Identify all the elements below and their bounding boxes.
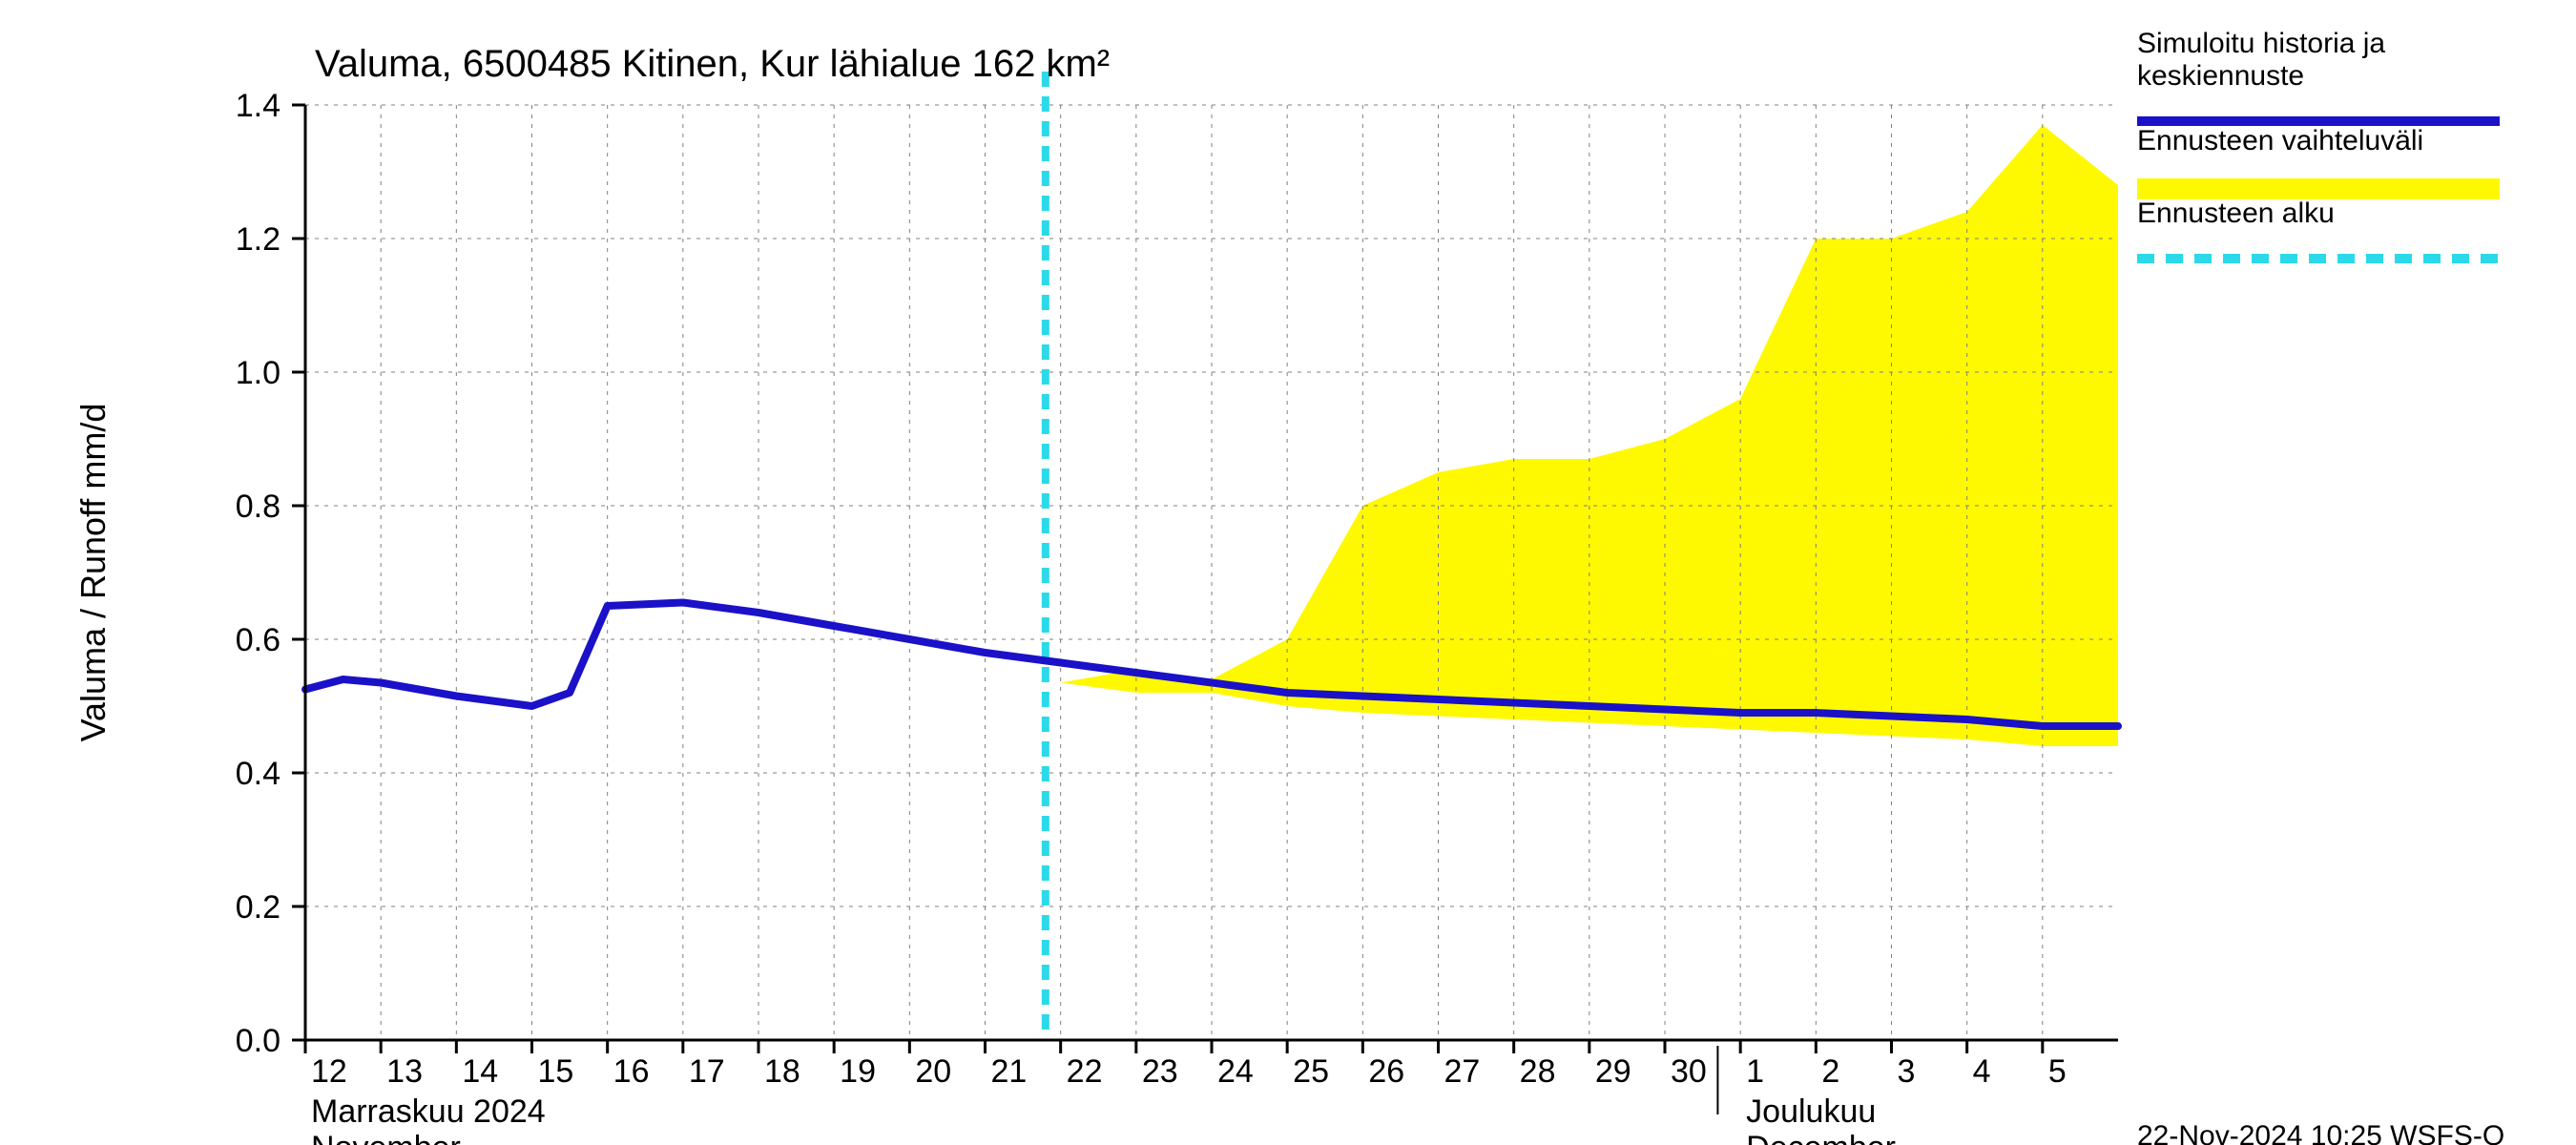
x-tick-label: 12 <box>311 1053 347 1090</box>
x-tick-label: 23 <box>1142 1053 1178 1090</box>
x-tick-label: 1 <box>1746 1053 1764 1090</box>
legend-label: Simuloitu historia ja <box>2137 28 2385 59</box>
month-label: November <box>311 1130 461 1145</box>
x-tick-label: 4 <box>1973 1053 1991 1090</box>
y-tick-label: 0.6 <box>236 622 280 658</box>
y-tick-label: 0.4 <box>236 756 280 792</box>
x-tick-label: 14 <box>462 1053 498 1090</box>
y-tick-label: 0.2 <box>236 889 280 926</box>
legend-label: keskiennuste <box>2137 60 2304 92</box>
legend-swatch-area <box>2137 178 2500 199</box>
legend-label: Ennusteen alku <box>2137 198 2335 229</box>
x-tick-label: 22 <box>1067 1053 1103 1090</box>
y-tick-label: 1.2 <box>236 221 280 258</box>
x-tick-label: 29 <box>1595 1053 1631 1090</box>
y-tick-label: 1.4 <box>236 88 280 124</box>
x-tick-label: 17 <box>689 1053 725 1090</box>
x-tick-label: 16 <box>613 1053 650 1090</box>
x-tick-label: 2 <box>1821 1053 1839 1090</box>
x-tick-label: 20 <box>915 1053 951 1090</box>
x-tick-label: 24 <box>1217 1053 1254 1090</box>
runoff-chart: 0.00.20.40.60.81.01.21.41213141516171819… <box>0 0 2576 1145</box>
x-tick-label: 13 <box>386 1053 423 1090</box>
x-tick-label: 5 <box>2048 1053 2067 1090</box>
footer-timestamp: 22-Nov-2024 10:25 WSFS-O <box>2137 1120 2504 1145</box>
chart-title: Valuma, 6500485 Kitinen, Kur lähialue 16… <box>315 43 1110 85</box>
x-tick-label: 21 <box>991 1053 1028 1090</box>
y-tick-label: 1.0 <box>236 355 280 391</box>
x-tick-label: 15 <box>538 1053 574 1090</box>
x-tick-label: 30 <box>1671 1053 1707 1090</box>
x-tick-label: 28 <box>1520 1053 1556 1090</box>
legend-label: Ennusteen vaihteluväli <box>2137 125 2423 156</box>
y-axis-label: Valuma / Runoff mm/d <box>73 404 113 742</box>
x-tick-label: 26 <box>1368 1053 1404 1090</box>
month-label: Marraskuu 2024 <box>311 1093 546 1130</box>
x-tick-label: 25 <box>1293 1053 1329 1090</box>
y-tick-label: 0.0 <box>236 1023 280 1059</box>
x-tick-label: 3 <box>1898 1053 1916 1090</box>
x-tick-label: 27 <box>1444 1053 1481 1090</box>
month-label: December <box>1746 1130 1896 1145</box>
x-tick-label: 18 <box>764 1053 800 1090</box>
month-label: Joulukuu <box>1746 1093 1876 1130</box>
y-tick-label: 0.8 <box>236 489 280 525</box>
x-tick-label: 19 <box>840 1053 876 1090</box>
